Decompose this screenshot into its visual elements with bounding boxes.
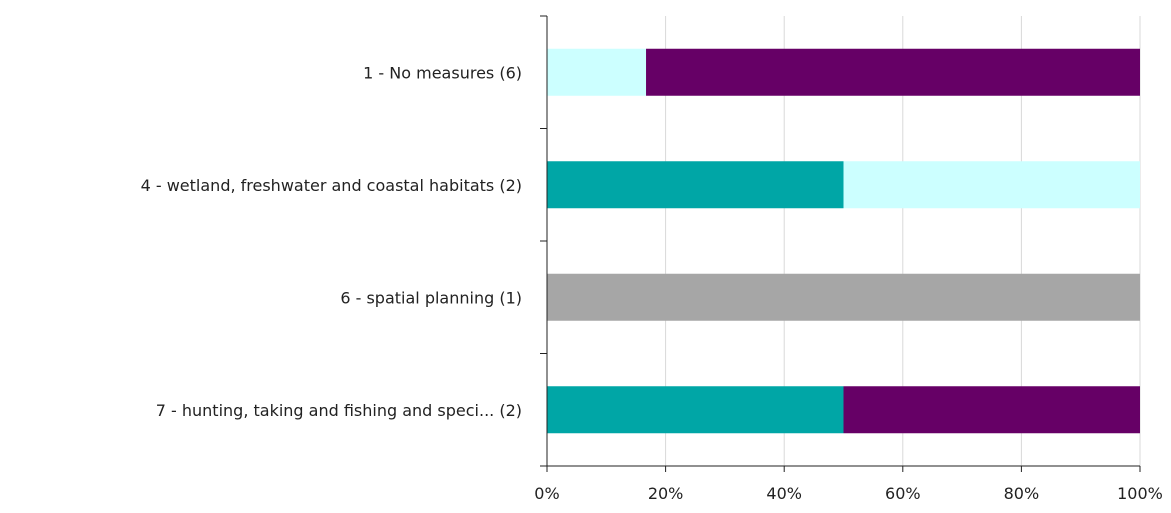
x-tick-label: 80% [1004, 484, 1040, 503]
bar-segment [547, 273, 1140, 321]
category-label: 7 - hunting, taking and fishing and spec… [156, 401, 522, 420]
bar-segment [843, 161, 1140, 209]
bar-segment [547, 48, 647, 96]
axes [540, 15, 1141, 472]
bars [547, 48, 1140, 434]
bar-segment [547, 386, 844, 434]
x-tick-label: 100% [1117, 484, 1163, 503]
category-label: 4 - wetland, freshwater and coastal habi… [141, 176, 522, 195]
tick-labels: 0% 20% 40% 60% 80% 100% [534, 484, 1163, 503]
category-labels: 1 - No measures (6) 4 - wetland, freshwat… [141, 63, 522, 420]
x-tick-label: 60% [885, 484, 921, 503]
x-tick-label: 0% [534, 484, 559, 503]
bar-segment [547, 161, 844, 209]
x-tick-label: 20% [648, 484, 684, 503]
bar-segment [843, 386, 1140, 434]
bar-segment [646, 48, 1140, 96]
x-tick-label: 40% [766, 484, 802, 503]
category-label: 1 - No measures (6) [363, 63, 522, 82]
category-label: 6 - spatial planning (1) [340, 288, 522, 307]
